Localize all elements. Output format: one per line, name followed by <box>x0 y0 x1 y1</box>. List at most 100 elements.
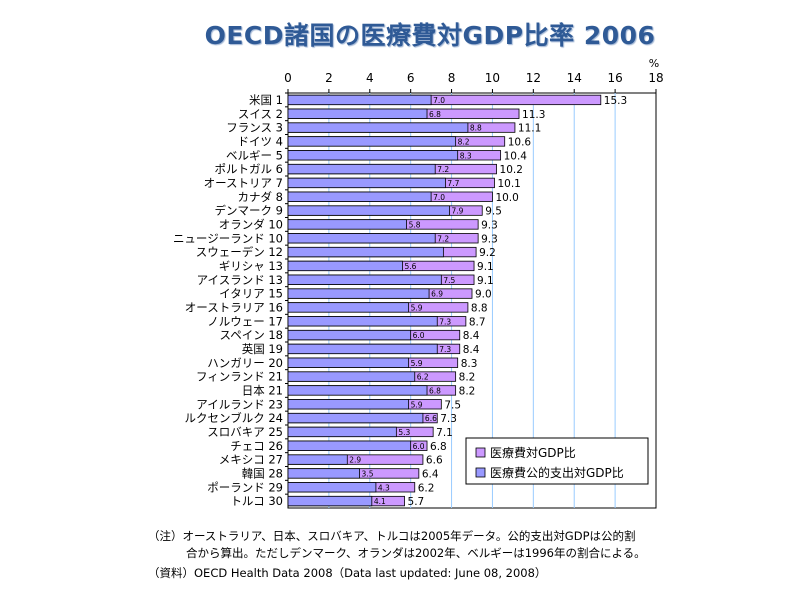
data-label-public: 7.3 <box>439 317 451 326</box>
bar-public <box>287 440 412 451</box>
data-label-total: 8.7 <box>469 316 486 328</box>
category-label: メキシコ 27 <box>219 453 283 467</box>
data-label-public: 5.9 <box>411 359 423 368</box>
category-label: 韓国 28 <box>242 466 283 480</box>
bar-public <box>287 274 442 285</box>
bar-public <box>287 371 416 382</box>
data-label-total: 11.1 <box>518 123 541 135</box>
data-label-total: 10.1 <box>497 178 520 190</box>
bar-public <box>287 108 428 119</box>
category-label: 米国 1 <box>249 93 283 107</box>
bar-public <box>287 191 432 202</box>
category-label: フィンランド 21 <box>196 370 283 384</box>
data-label-public: 4.3 <box>378 483 390 492</box>
data-label-total: 6.8 <box>430 441 447 453</box>
data-label-total: 11.3 <box>522 109 545 121</box>
data-label-public: 3.5 <box>362 469 374 478</box>
bar-public <box>287 316 438 327</box>
data-label-total: 9.3 <box>481 233 498 245</box>
data-label-public: 6.2 <box>417 373 429 382</box>
category-label: イタリア 15 <box>219 287 283 301</box>
note-line-1: （注）オーストラリア、日本、スロバキア、トルコは2005年データ。公的支出対GD… <box>148 529 636 543</box>
bar-public <box>287 357 410 368</box>
data-label-total: 9.2 <box>479 247 496 259</box>
data-label-public: 5.6 <box>404 262 416 271</box>
bar-public <box>287 260 403 272</box>
x-tick-label: 6 <box>407 71 415 85</box>
category-label: チェコ 26 <box>230 439 283 453</box>
category-label: カナダ 8 <box>238 190 283 204</box>
legend-swatch <box>475 467 486 478</box>
bar-public <box>287 302 410 313</box>
data-label-total: 8.4 <box>463 344 480 356</box>
x-tick-label: 16 <box>607 71 622 85</box>
x-tick-label: 18 <box>648 71 663 85</box>
bar-public <box>287 412 424 424</box>
data-label-total: 8.4 <box>463 330 480 342</box>
x-tick-label: 10 <box>485 71 500 85</box>
note-line-2: 合から算出。ただしデンマーク、オランダは2002年、ベルギーは1996年の割合に… <box>186 546 646 560</box>
data-label-public: 6.8 <box>429 110 441 119</box>
category-label: スイス 2 <box>238 107 283 121</box>
data-label-public: 7.2 <box>437 234 449 243</box>
data-label-total: 6.2 <box>418 482 435 494</box>
data-label-total: 6.4 <box>422 468 439 480</box>
data-label-total: 6.6 <box>426 455 443 467</box>
bar-public <box>287 426 397 438</box>
category-label: デンマーク 9 <box>215 204 283 218</box>
category-label: オランダ 10 <box>219 217 283 231</box>
data-label-public: 7.5 <box>443 276 455 285</box>
data-label-total: 7.3 <box>440 413 457 425</box>
category-label: トルコ 30 <box>230 494 283 508</box>
chart-title: OECD諸国の医療費対GDP比率 2006 <box>204 21 656 50</box>
category-label: ポルトガル 6 <box>215 162 283 176</box>
bar-public <box>287 454 348 465</box>
bar-public <box>287 246 444 258</box>
data-label-public: 7.7 <box>447 179 459 188</box>
data-label-total: 10.0 <box>495 192 518 204</box>
x-tick-label: 4 <box>366 71 374 85</box>
data-label-public: 5.3 <box>398 428 410 437</box>
category-label: アイスランド 13 <box>197 273 283 287</box>
category-label: ハンガリー 20 <box>207 356 283 370</box>
data-label-public: 6.0 <box>413 331 425 340</box>
data-label-total: 10.6 <box>508 136 532 148</box>
category-label: ドイツ 4 <box>238 134 283 148</box>
data-label-total: 9.3 <box>481 219 498 231</box>
data-label-public: 7.0 <box>433 96 445 105</box>
legend-box <box>465 437 649 485</box>
data-label-total: 9.1 <box>477 261 494 273</box>
bar-public <box>287 205 450 216</box>
data-label-public: 6.6 <box>425 414 437 423</box>
category-label: ベルギー 5 <box>226 148 283 162</box>
category-label: スロバキア 25 <box>207 425 283 439</box>
x-tick-label: 0 <box>284 71 292 85</box>
data-label-public: 4.1 <box>374 497 386 506</box>
data-label-public: 5.8 <box>409 220 421 229</box>
data-label-total: 8.2 <box>459 385 476 397</box>
category-label: ギリシャ 13 <box>219 259 283 273</box>
data-label-total: 10.4 <box>504 150 528 162</box>
legend-label: 医療費対GDP比 <box>490 445 576 460</box>
category-label: オーストラリア 16 <box>185 300 283 314</box>
data-label-public: 7.3 <box>439 345 451 354</box>
bar-public <box>287 94 432 106</box>
data-label-public: 2.9 <box>349 456 361 465</box>
category-label: スペイン 18 <box>220 328 283 342</box>
bar-public <box>287 343 438 355</box>
data-label-total: 9.0 <box>475 289 492 301</box>
bar-public <box>287 233 436 244</box>
data-label-total: 9.1 <box>477 275 494 287</box>
data-label-public: 8.3 <box>460 151 472 160</box>
bar-public <box>287 329 412 341</box>
x-tick-label: 2 <box>325 71 333 85</box>
data-label-total: 7.5 <box>444 399 461 411</box>
legend-swatch <box>475 447 486 458</box>
unit-label: % <box>649 57 659 70</box>
legend-label: 医療費公的支出対GDP比 <box>490 465 624 480</box>
category-label: フランス 3 <box>226 121 283 135</box>
bar-public <box>287 399 410 410</box>
bar-public <box>287 495 373 507</box>
data-label-public: 7.0 <box>433 193 445 202</box>
data-label-public: 6.0 <box>413 442 425 451</box>
